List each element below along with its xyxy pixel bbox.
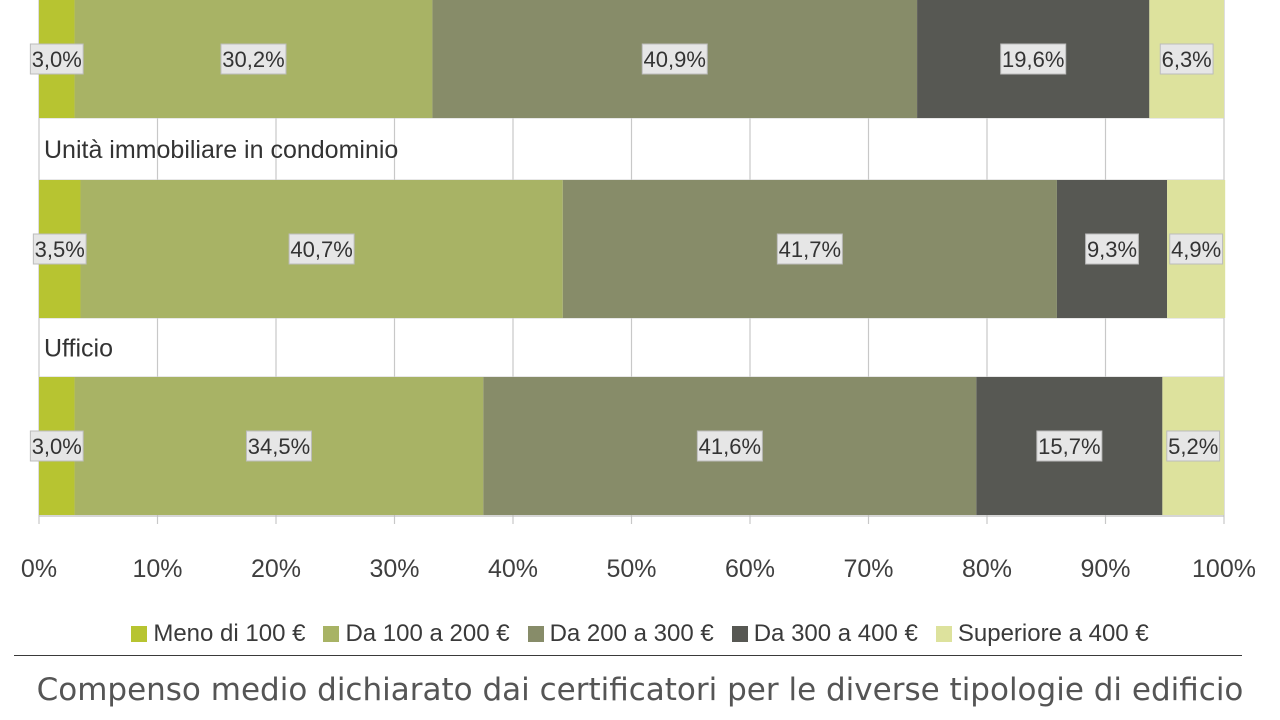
data-label: 19,6% bbox=[1002, 47, 1064, 72]
legend-swatch bbox=[527, 626, 544, 642]
chart-legend: Meno di 100 € Da 100 a 200 € Da 200 a 300 … bbox=[0, 617, 1280, 651]
x-tick-label: 90% bbox=[1080, 555, 1130, 583]
data-label: 3,5% bbox=[35, 237, 85, 262]
category-label: Ufficio bbox=[44, 335, 113, 363]
data-label: 41,7% bbox=[779, 237, 841, 262]
data-label-box bbox=[220, 43, 287, 75]
data-label-box bbox=[32, 233, 87, 265]
legend-label: Meno di 100 € bbox=[153, 620, 306, 647]
data-label-box bbox=[1085, 233, 1139, 265]
data-label: 3,0% bbox=[32, 47, 82, 72]
x-tick-label: 20% bbox=[251, 555, 301, 583]
data-label: 34,5% bbox=[248, 434, 310, 459]
data-label-box bbox=[776, 233, 843, 265]
legend-swatch bbox=[323, 626, 340, 642]
data-label-box bbox=[29, 430, 84, 462]
x-tick-label: 80% bbox=[962, 555, 1012, 583]
x-tick-label: 100% bbox=[1192, 555, 1256, 583]
x-tick-label: 60% bbox=[725, 555, 775, 583]
data-label-box bbox=[1000, 43, 1067, 75]
data-label-box bbox=[696, 430, 763, 462]
caption-divider bbox=[14, 655, 1242, 656]
legend-item: Da 300 a 400 € bbox=[731, 620, 918, 648]
data-label: 30,2% bbox=[222, 47, 284, 72]
legend-item: Meno di 100 € bbox=[131, 620, 305, 648]
legend-label: Superiore a 400 € bbox=[957, 620, 1149, 647]
x-tick-label: 0% bbox=[21, 555, 57, 583]
data-label-box bbox=[29, 43, 84, 75]
legend-swatch bbox=[935, 626, 952, 642]
data-label: 41,6% bbox=[699, 434, 761, 459]
x-tick-label: 70% bbox=[843, 555, 893, 583]
data-label-box bbox=[1166, 430, 1221, 462]
data-label: 40,7% bbox=[290, 237, 352, 262]
legend-swatch bbox=[731, 626, 748, 642]
data-label-box bbox=[1036, 430, 1103, 462]
data-label-box bbox=[1159, 43, 1214, 75]
data-label-box bbox=[245, 430, 312, 462]
figure-caption: Compenso medio dichiarato dai certificat… bbox=[36, 672, 1244, 708]
data-label: 6,3% bbox=[1162, 47, 1212, 72]
x-tick-label: 40% bbox=[488, 555, 538, 583]
data-label: 3,0% bbox=[32, 434, 82, 459]
data-label: 5,2% bbox=[1168, 434, 1218, 459]
legend-label: Da 300 a 400 € bbox=[753, 620, 918, 647]
data-label-box bbox=[288, 233, 355, 265]
data-label-box bbox=[641, 43, 708, 75]
data-label: 9,3% bbox=[1087, 237, 1137, 262]
data-label: 40,9% bbox=[644, 47, 706, 72]
legend-item: Da 200 a 300 € bbox=[527, 620, 714, 648]
legend-item: Superiore a 400 € bbox=[935, 620, 1149, 648]
legend-label: Da 200 a 300 € bbox=[549, 620, 714, 647]
legend-label: Da 100 a 200 € bbox=[345, 620, 510, 647]
stacked-bar-chart: 3,0% 30,2% 40,9% 19,6% 6,3% 3,5% 40,7% 41,7% 9,3… bbox=[21, 0, 1256, 583]
legend-item: Da 100 a 200 € bbox=[323, 620, 510, 648]
data-label: 4,9% bbox=[1171, 237, 1221, 262]
data-label: 15,7% bbox=[1038, 434, 1100, 459]
legend-swatch bbox=[131, 626, 148, 642]
x-tick-label: 50% bbox=[606, 555, 656, 583]
category-label: Unità immobiliare in condominio bbox=[44, 136, 398, 164]
x-tick-label: 30% bbox=[369, 555, 419, 583]
data-label-box bbox=[1169, 233, 1224, 265]
x-tick-label: 10% bbox=[132, 555, 182, 583]
